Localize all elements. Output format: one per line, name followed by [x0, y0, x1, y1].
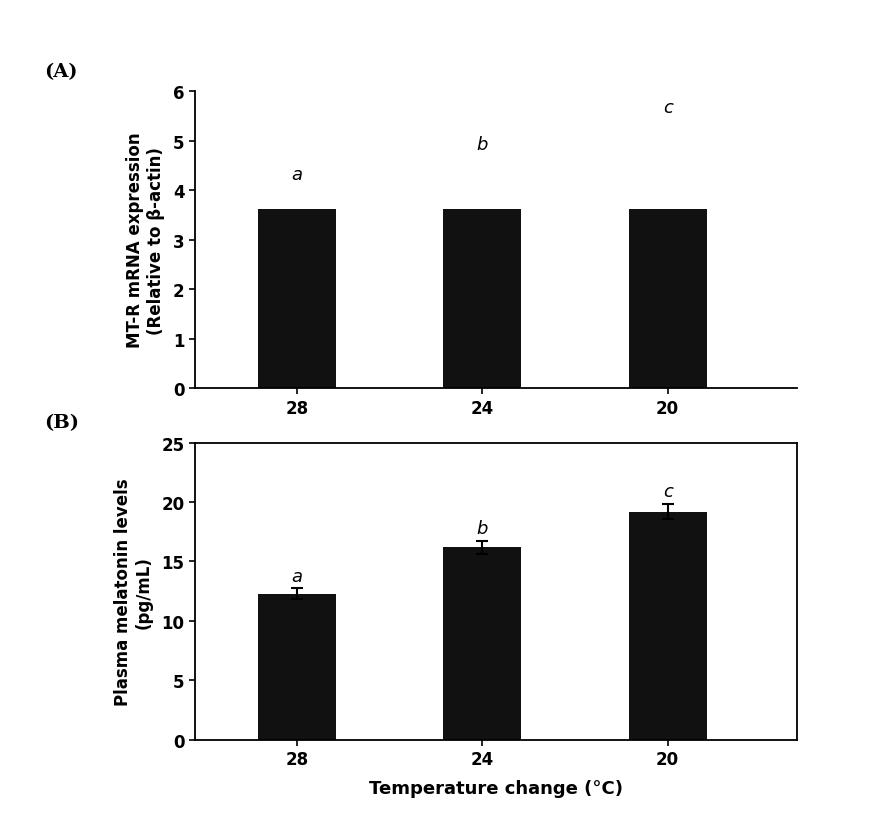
X-axis label: Temperature change (°C): Temperature change (°C) — [369, 779, 623, 798]
Text: b: b — [477, 135, 488, 154]
Bar — [629, 210, 706, 389]
Text: (A): (A) — [44, 63, 78, 81]
Y-axis label: Plasma melatonin levels
(pg/mL): Plasma melatonin levels (pg/mL) — [114, 478, 153, 705]
Text: a: a — [291, 166, 302, 183]
Bar — [443, 210, 521, 389]
Y-axis label: MT-R mRNA expression
(Relative to β-actin): MT-R mRNA expression (Relative to β-acti… — [126, 133, 165, 348]
Text: (B): (B) — [44, 414, 80, 432]
Text: c: c — [663, 482, 672, 500]
Text: b: b — [477, 519, 488, 537]
Bar — [258, 210, 336, 389]
Text: a: a — [291, 568, 302, 585]
Bar — [443, 548, 521, 740]
Bar — [258, 594, 336, 740]
Text: c: c — [663, 99, 672, 117]
Bar — [629, 512, 706, 740]
